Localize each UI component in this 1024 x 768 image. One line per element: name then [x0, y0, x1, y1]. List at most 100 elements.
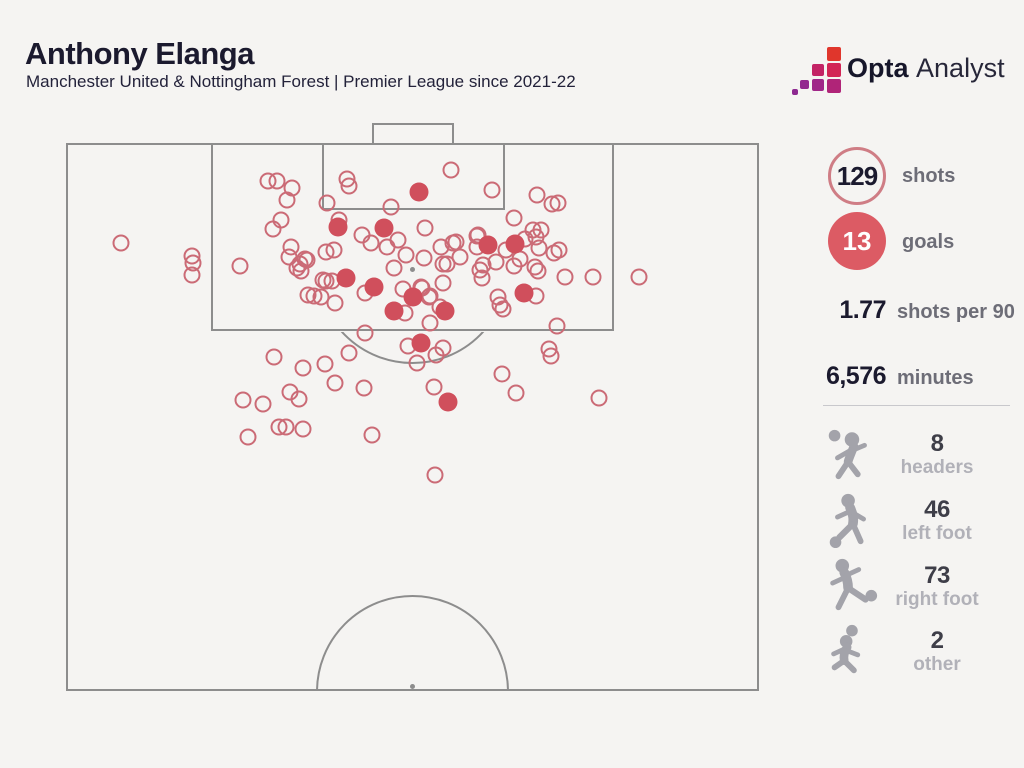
shot-marker — [540, 340, 558, 358]
shot-marker — [415, 249, 433, 267]
shot-marker — [326, 294, 344, 312]
shot-marker — [389, 231, 407, 249]
minutes-label: minutes — [897, 367, 974, 389]
shot-marker — [277, 418, 295, 436]
goal-marker — [328, 217, 348, 237]
minutes-stat: 6,576 minutes — [790, 362, 974, 391]
shot-marker — [556, 268, 574, 286]
shot-marker — [397, 246, 415, 264]
shot-marker — [505, 209, 523, 227]
logo-wordmark: Opta Analyst — [847, 53, 1005, 84]
shot-marker — [425, 378, 443, 396]
logo-square-icon — [827, 63, 841, 77]
shot-marker — [494, 300, 512, 318]
shot-marker — [434, 274, 452, 292]
shot-marker — [382, 198, 400, 216]
logo-square-icon — [827, 79, 841, 93]
page-title: Anthony Elanga — [25, 36, 254, 71]
left-foot-label: left foot — [902, 523, 972, 544]
goals-count-circle: 13 — [828, 212, 886, 270]
goal-marker — [384, 301, 404, 321]
logo-word-analyst: Analyst — [916, 53, 1005, 83]
headers-value: 8 — [930, 430, 944, 457]
shot-marker — [584, 268, 602, 286]
shot-marker — [426, 466, 444, 484]
page-subtitle: Manchester United & Nottingham Forest | … — [26, 72, 576, 91]
shot-marker — [294, 420, 312, 438]
six-yard-box — [322, 143, 505, 210]
shot-marker — [630, 268, 648, 286]
shot-marker — [416, 219, 434, 237]
shot-marker — [254, 395, 272, 413]
left-foot-value: 46 — [924, 496, 950, 523]
header-shot-icon — [828, 429, 867, 480]
centre-spot — [410, 684, 415, 689]
goal-marker — [435, 301, 455, 321]
shot-marker — [183, 266, 201, 284]
shot-marker — [325, 241, 343, 259]
logo-square-icon — [812, 79, 824, 91]
shot-marker — [434, 339, 452, 357]
minutes-value: 6,576 — [825, 362, 887, 390]
shot-marker — [314, 271, 332, 289]
shots-per-90-stat: 1.77 shots per 90 — [790, 296, 1015, 325]
shots-count-circle: 129 — [828, 147, 886, 205]
right-foot-shot-icon — [830, 558, 878, 611]
penalty-spot — [410, 267, 415, 272]
shot-marker — [549, 194, 567, 212]
opta-analyst-logo: Opta Analyst — [791, 45, 1016, 97]
shots-per-90-label: shots per 90 — [897, 301, 1015, 323]
shot-marker — [318, 194, 336, 212]
shot-marker — [340, 177, 358, 195]
shot-marker — [356, 324, 374, 342]
stats-divider — [823, 405, 1010, 406]
shot-marker — [326, 374, 344, 392]
shot-marker — [487, 253, 505, 271]
goal-marker — [409, 182, 429, 202]
goal-marker — [505, 234, 525, 254]
shots-count: 129 — [836, 160, 878, 191]
penalty-area — [211, 143, 614, 331]
goal-marker — [403, 287, 423, 307]
goal-frame — [372, 123, 454, 145]
shot-marker — [278, 191, 296, 209]
logo-word-opta: Opta — [847, 53, 909, 83]
shot-marker — [421, 287, 439, 305]
shot-marker — [362, 234, 380, 252]
goals-count: 13 — [842, 225, 872, 256]
breakdown-row-right-foot: 73 right foot — [820, 556, 1016, 618]
shot-marker — [239, 428, 257, 446]
shots-count-label: shots — [902, 165, 956, 187]
other-value: 2 — [930, 627, 944, 654]
breakdown-row-other: 2 other — [820, 621, 1016, 683]
shot-marker — [363, 426, 381, 444]
logo-square-icon — [792, 89, 798, 95]
goal-marker — [438, 392, 458, 412]
breakdown-row-left-foot: 46 left foot — [820, 490, 1016, 552]
goal-marker — [411, 333, 431, 353]
shot-marker — [408, 354, 426, 372]
shot-marker — [265, 348, 283, 366]
other-shot-icon — [831, 624, 861, 674]
shot-marker — [264, 220, 282, 238]
shot-marker — [529, 262, 547, 280]
shot-marker — [385, 259, 403, 277]
pitch-outline — [66, 143, 759, 691]
other-label: other — [913, 654, 961, 675]
shot-marker — [493, 365, 511, 383]
shots-per-90-value: 1.77 — [839, 296, 886, 324]
goal-marker — [514, 283, 534, 303]
goal-marker — [478, 235, 498, 255]
goals-count-label: goals — [902, 231, 955, 253]
shot-marker — [316, 355, 334, 373]
right-foot-label: right foot — [895, 589, 979, 610]
shot-marker — [548, 317, 566, 335]
logo-square-icon — [827, 47, 841, 61]
centre-circle — [312, 594, 514, 690]
logo-square-icon — [812, 64, 824, 76]
shot-marker — [545, 244, 563, 262]
shot-marker — [112, 234, 130, 252]
shot-marker — [290, 390, 308, 408]
breakdown-row-headers: 8 headers — [820, 424, 1016, 486]
shot-marker — [451, 248, 469, 266]
